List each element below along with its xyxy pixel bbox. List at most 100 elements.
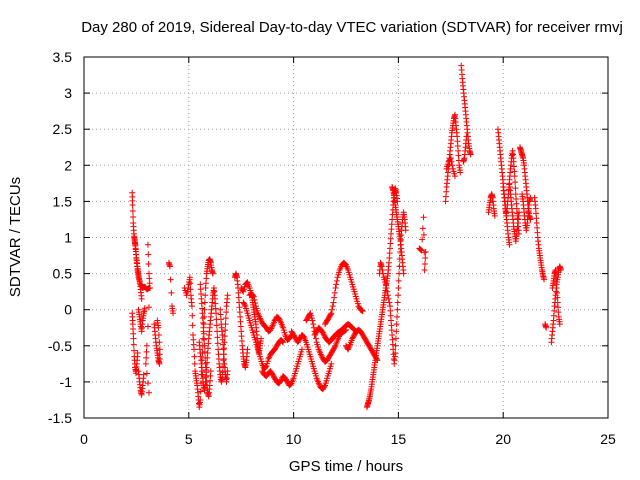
data-point: [202, 360, 209, 367]
data-point: [329, 306, 336, 313]
data-point: [156, 339, 163, 346]
data-point: [329, 303, 336, 310]
data-point: [202, 292, 209, 299]
y-tick-label: 3.5: [53, 49, 73, 65]
data-point: [258, 335, 265, 342]
data-point: [392, 350, 399, 357]
data-point: [280, 339, 287, 346]
data-point: [419, 236, 426, 243]
data-point: [421, 260, 428, 267]
data-point: [383, 285, 390, 292]
data-point: [395, 277, 402, 284]
data-point: [134, 350, 141, 357]
x-tick-label: 25: [600, 431, 616, 447]
data-point: [511, 173, 518, 180]
data-point: [214, 334, 221, 341]
data-point: [394, 313, 401, 320]
data-point: [457, 169, 464, 176]
gridlines: [84, 57, 608, 418]
data-point: [276, 316, 283, 323]
y-axis: -1.5 -1 -0.5 0 0.5 1 1.5 2 2.5 3 3.5: [48, 49, 608, 426]
data-point: [130, 335, 137, 342]
data-point: [166, 263, 173, 270]
data-point: [201, 342, 208, 349]
x-tick-label: 20: [495, 431, 511, 447]
data-point: [553, 279, 560, 286]
data-point: [419, 225, 426, 232]
data-point: [201, 336, 208, 343]
data-point: [155, 331, 162, 338]
data-point: [262, 363, 269, 370]
data-point: [448, 158, 455, 165]
data-point: [268, 324, 275, 331]
x-tick-label: 5: [185, 431, 193, 447]
data-point: [129, 202, 136, 209]
data-point: [318, 352, 325, 359]
data-point: [359, 308, 366, 315]
data-point: [200, 330, 207, 337]
data-point: [145, 260, 152, 267]
data-point: [552, 266, 559, 273]
data-point: [170, 310, 177, 317]
data-point: [277, 318, 284, 325]
data-point: [191, 346, 198, 353]
data-point: [320, 331, 327, 338]
y-tick-label: 1: [64, 230, 72, 246]
data-point: [191, 353, 198, 360]
data-point: [201, 348, 208, 355]
y-tick-label: 0: [64, 302, 72, 318]
data-point: [327, 311, 334, 318]
data-point: [197, 396, 204, 403]
data-point: [385, 295, 392, 302]
data-point: [154, 317, 161, 324]
data-point: [512, 185, 519, 192]
data-point: [309, 317, 316, 324]
data-point: [395, 292, 402, 299]
data-point: [512, 179, 519, 186]
y-tick-label: -1: [60, 374, 73, 390]
data-point: [244, 346, 251, 353]
data-point: [278, 377, 285, 384]
data-point: [147, 285, 154, 292]
data-point: [224, 292, 231, 299]
y-tick-label: 2: [64, 157, 72, 173]
data-point: [202, 366, 209, 373]
data-point: [331, 294, 338, 301]
data-point: [142, 360, 149, 367]
x-axis: 0 5 10 15 20 25: [80, 57, 616, 447]
data-point: [252, 299, 259, 306]
data-point: [392, 335, 399, 342]
data-point: [317, 351, 324, 358]
data-point: [191, 360, 198, 367]
data-point: [268, 325, 275, 332]
data-point: [332, 285, 339, 292]
data-point: [250, 292, 257, 299]
data-point: [380, 270, 387, 277]
data-point: [543, 324, 550, 331]
data-point: [287, 381, 294, 388]
x-axis-label: GPS time / hours: [289, 458, 403, 475]
x-tick-label: 10: [286, 431, 302, 447]
data-point: [201, 299, 208, 306]
data-point: [420, 231, 427, 238]
data-point: [187, 280, 194, 287]
data-point: [187, 286, 194, 293]
data-point: [384, 288, 391, 295]
y-tick-label: -0.5: [48, 338, 72, 354]
data-point: [140, 371, 147, 378]
chart-title: Day 280 of 2019, Sidereal Day-to-day VTE…: [81, 19, 623, 36]
y-tick-label: -1.5: [48, 410, 72, 426]
data-point: [257, 315, 264, 322]
data-point: [310, 321, 317, 328]
data-point: [239, 287, 246, 294]
data-point: [421, 266, 428, 273]
data-point: [143, 342, 150, 349]
data-point: [299, 332, 306, 339]
data-point: [378, 263, 385, 270]
data-point: [333, 281, 340, 288]
data-point: [349, 325, 356, 332]
data-point: [328, 360, 335, 367]
data-point: [201, 313, 208, 320]
data-point: [131, 347, 138, 354]
